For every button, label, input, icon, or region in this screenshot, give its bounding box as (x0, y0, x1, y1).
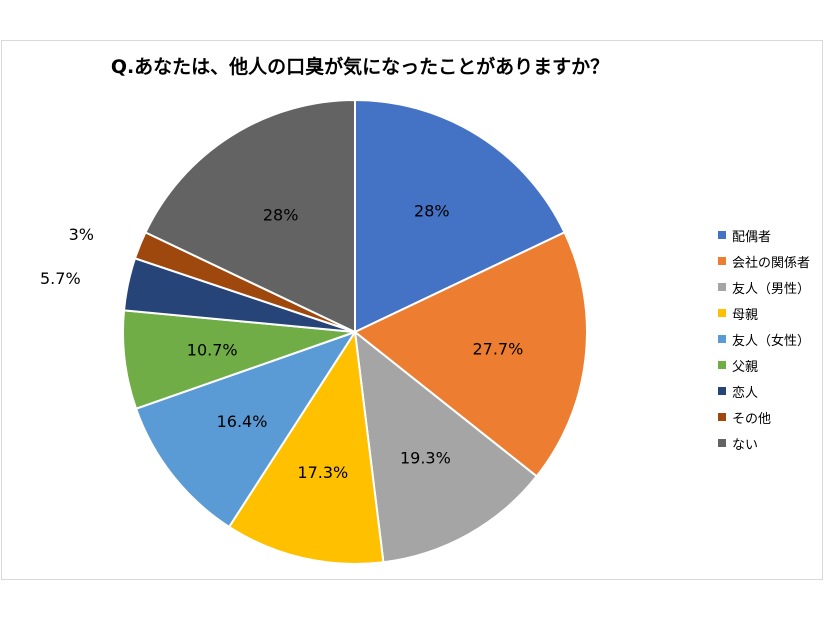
legend-label: 父親 (732, 359, 759, 375)
pie-slice-9 (144, 98, 356, 334)
pie-slice-2 (353, 231, 588, 478)
pie-slice-1 (354, 98, 566, 334)
legend-item-7: 恋人 (718, 378, 810, 404)
slice-data-label-5: 16.4% (217, 412, 268, 431)
legend-swatch (718, 231, 726, 239)
legend-label: 配偶者 (732, 229, 772, 245)
slice-data-label-8: 3% (69, 225, 94, 244)
chart-title: Q.あなたは、他人の口臭が気になったことがありますか？ (110, 56, 610, 78)
pie-slice-4 (227, 329, 385, 565)
legend-swatch (718, 361, 726, 369)
legend-swatch (718, 309, 726, 317)
pie-slice-5 (134, 330, 358, 529)
legend-item-8: その他 (718, 404, 810, 430)
legend-label: ない (732, 437, 759, 453)
legend-label: その他 (732, 411, 772, 427)
slice-data-label-7: 5.7% (40, 269, 81, 288)
legend-swatch (718, 257, 726, 265)
slice-data-label-3: 19.3% (400, 448, 451, 467)
slice-data-label-6: 10.7% (187, 340, 238, 359)
pie-slice-3 (353, 329, 539, 564)
legend-swatch (718, 387, 726, 395)
legend-item-4: 母親 (718, 300, 810, 326)
legend-swatch (718, 283, 726, 291)
legend-swatch (718, 413, 726, 421)
legend-label: 友人（男性） (732, 281, 811, 297)
slice-data-label-9: 28% (263, 205, 299, 224)
legend-item-5: 友人（女性） (718, 326, 810, 352)
legend-item-1: 配偶者 (718, 222, 810, 248)
legend-item-3: 友人（男性） (718, 274, 810, 300)
legend-item-2: 会社の関係者 (718, 248, 810, 274)
legend-label: 友人（女性） (732, 333, 811, 349)
legend-label: 恋人 (732, 385, 759, 401)
slice-data-label-1: 28% (414, 201, 450, 220)
slice-data-label-2: 27.7% (472, 339, 523, 358)
legend-item-6: 父親 (718, 352, 810, 378)
chart-legend: 配偶者会社の関係者 友人（男性） 母親友人（女性） 父親恋人その他ない (718, 222, 810, 456)
legend-swatch (718, 439, 726, 447)
legend-label: 母親 (732, 307, 759, 323)
legend-swatch (718, 335, 726, 343)
legend-label: 会社の関係者 (732, 255, 811, 271)
legend-item-9: ない (718, 430, 810, 456)
slice-data-label-4: 17.3% (297, 463, 348, 482)
